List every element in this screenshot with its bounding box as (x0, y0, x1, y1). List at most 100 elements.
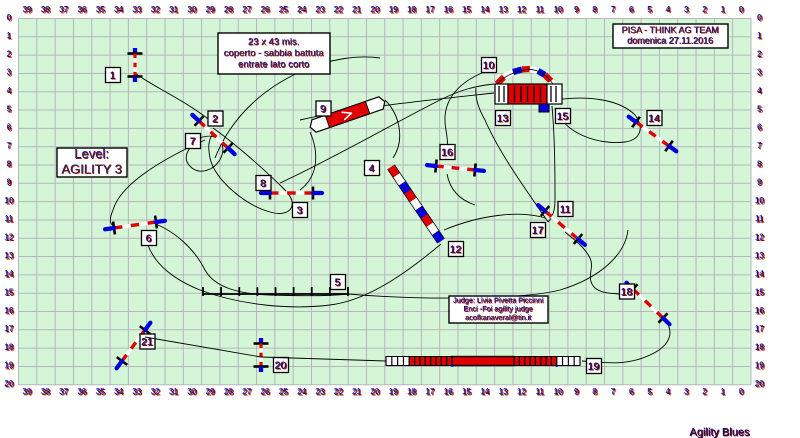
svg-text:7: 7 (758, 142, 763, 151)
svg-text:37: 37 (60, 388, 69, 397)
svg-text:17: 17 (532, 225, 544, 237)
svg-text:16: 16 (444, 6, 453, 15)
svg-text:20: 20 (5, 380, 14, 389)
svg-text:20: 20 (275, 360, 287, 372)
svg-text:15: 15 (5, 288, 14, 297)
svg-text:12: 12 (518, 6, 527, 15)
svg-text:25: 25 (280, 6, 289, 15)
svg-text:18: 18 (408, 388, 417, 397)
svg-text:Level:: Level: (75, 146, 110, 161)
svg-text:AGILITY 3: AGILITY 3 (62, 162, 122, 177)
svg-text:6: 6 (758, 123, 763, 132)
svg-text:33: 33 (133, 6, 142, 15)
svg-text:8: 8 (261, 178, 267, 190)
svg-text:7: 7 (190, 136, 196, 148)
svg-text:29: 29 (206, 388, 215, 397)
svg-text:17: 17 (5, 325, 14, 334)
svg-text:11: 11 (536, 6, 545, 15)
svg-text:8: 8 (7, 160, 12, 169)
svg-text:19: 19 (588, 361, 600, 373)
svg-text:entrate lato corto: entrate lato corto (238, 59, 309, 70)
svg-text:7: 7 (7, 142, 12, 151)
svg-text:23 x 43 mis.: 23 x 43 mis. (248, 37, 299, 48)
svg-text:16: 16 (756, 307, 765, 316)
svg-text:39: 39 (23, 388, 32, 397)
svg-text:18: 18 (408, 6, 417, 15)
svg-text:8: 8 (758, 160, 763, 169)
svg-text:20: 20 (371, 6, 380, 15)
svg-text:20: 20 (371, 388, 380, 397)
svg-text:17: 17 (426, 388, 435, 397)
svg-text:26: 26 (261, 388, 270, 397)
svg-text:12: 12 (450, 244, 462, 256)
svg-text:13: 13 (499, 6, 508, 15)
svg-text:3: 3 (7, 69, 12, 78)
svg-text:18: 18 (756, 343, 765, 352)
svg-text:19: 19 (389, 388, 398, 397)
svg-text:4: 4 (666, 388, 671, 397)
svg-text:16: 16 (442, 147, 454, 159)
svg-text:30: 30 (188, 388, 197, 397)
svg-text:23: 23 (316, 388, 325, 397)
svg-text:13: 13 (499, 388, 508, 397)
svg-text:1: 1 (7, 32, 12, 41)
svg-text:35: 35 (96, 388, 105, 397)
svg-text:5: 5 (648, 6, 653, 15)
svg-text:18: 18 (5, 343, 14, 352)
svg-text:4: 4 (7, 87, 12, 96)
svg-text:10: 10 (483, 60, 495, 72)
svg-text:24: 24 (298, 388, 307, 397)
svg-text:0: 0 (758, 14, 763, 23)
svg-text:9: 9 (321, 103, 327, 115)
svg-text:18: 18 (621, 286, 633, 298)
svg-text:36: 36 (78, 6, 87, 15)
svg-text:33: 33 (133, 388, 142, 397)
svg-text:10: 10 (554, 388, 563, 397)
svg-text:38: 38 (42, 6, 51, 15)
svg-text:acofkanaveral@tin.it: acofkanaveral@tin.it (465, 313, 531, 322)
svg-text:31: 31 (170, 388, 179, 397)
svg-text:6: 6 (7, 123, 12, 132)
svg-text:23: 23 (316, 6, 325, 15)
svg-text:17: 17 (756, 325, 765, 334)
svg-text:1: 1 (721, 6, 726, 15)
svg-text:3: 3 (297, 205, 303, 217)
svg-text:domenica 27.11.2016: domenica 27.11.2016 (628, 36, 714, 46)
svg-text:11: 11 (560, 204, 571, 216)
svg-text:29: 29 (206, 6, 215, 15)
svg-text:12: 12 (756, 233, 765, 242)
svg-text:2: 2 (703, 6, 708, 15)
svg-text:15: 15 (463, 388, 472, 397)
svg-text:39: 39 (23, 6, 32, 15)
svg-text:4: 4 (369, 163, 375, 175)
svg-text:8: 8 (593, 6, 598, 15)
svg-text:5: 5 (7, 105, 12, 114)
svg-text:15: 15 (756, 288, 765, 297)
svg-text:3: 3 (758, 69, 763, 78)
svg-text:6: 6 (630, 6, 635, 15)
svg-text:1: 1 (721, 388, 726, 397)
svg-text:2: 2 (703, 388, 708, 397)
svg-text:5: 5 (648, 388, 653, 397)
svg-text:coperto - sabbia battuta: coperto - sabbia battuta (224, 48, 325, 59)
svg-text:32: 32 (151, 388, 160, 397)
svg-text:16: 16 (5, 307, 14, 316)
svg-text:PISA - THINK AG TEAM: PISA - THINK AG TEAM (622, 25, 719, 35)
svg-text:37: 37 (60, 6, 69, 15)
svg-text:34: 34 (115, 6, 124, 15)
svg-text:12: 12 (518, 388, 527, 397)
svg-text:25: 25 (280, 388, 289, 397)
svg-text:22: 22 (335, 388, 344, 397)
svg-text:10: 10 (756, 197, 765, 206)
svg-text:0: 0 (740, 6, 745, 15)
svg-text:1: 1 (110, 70, 116, 82)
svg-text:9: 9 (7, 178, 12, 187)
svg-text:6: 6 (630, 388, 635, 397)
svg-text:27: 27 (243, 6, 252, 15)
svg-text:11: 11 (756, 215, 765, 224)
svg-text:26: 26 (261, 6, 270, 15)
svg-text:15: 15 (463, 6, 472, 15)
svg-text:21: 21 (353, 6, 362, 15)
svg-text:30: 30 (188, 6, 197, 15)
svg-text:10: 10 (5, 197, 14, 206)
